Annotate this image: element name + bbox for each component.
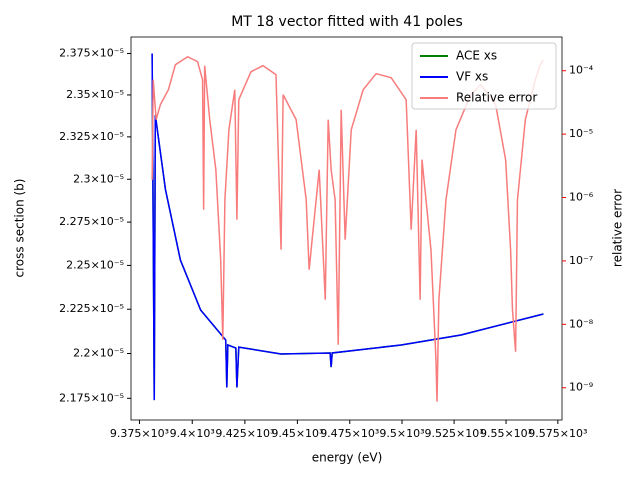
x-axis-label: energy (eV) [312,451,383,465]
x-tick-label: 9.575×10³ [528,427,587,440]
legend-label: ACE xs [456,49,497,63]
y-tick-label: 2.175×10⁻⁵ [59,391,124,404]
data-line [151,53,544,401]
y-tick-label: 2.2×10⁻⁵ [73,347,124,360]
y2-tick-label: 10⁻⁵ [569,127,593,140]
x-tick-label: 9.45×10³ [271,427,323,440]
y-tick-label: 2.25×10⁻⁵ [66,258,124,271]
legend-label: Relative error [456,91,537,105]
plot-frame [130,36,563,421]
y-tick-label: 2.325×10⁻⁵ [59,130,124,143]
y2-tick-label: 10⁻⁹ [569,381,593,394]
y-tick-label: 2.35×10⁻⁵ [66,88,124,101]
y2-axis-label: relative error [611,189,625,267]
x-tick-label: 9.425×10³ [215,427,274,440]
x-tick-label: 9.55×10³ [480,427,532,440]
y-tick-label: 2.225×10⁻⁵ [59,302,124,315]
y-tick-label: 2.375×10⁻⁵ [59,46,124,59]
y-axis-label: cross section (b) [13,179,27,278]
legend-box [411,42,557,110]
y2-tick-label: 10⁻⁸ [569,317,594,330]
x-tick-label: 9.525×10³ [425,427,484,440]
chart-title: MT 18 vector fitted with 41 poles [231,14,463,30]
y2-tick-label: 10⁻⁴ [569,64,594,77]
y2-tick-label: 10⁻⁶ [569,191,594,204]
x-tick-label: 9.375×10³ [110,427,169,440]
legend-label: VF xs [456,70,488,84]
y-tick-label: 2.3×10⁻⁵ [73,172,124,185]
y-tick-label: 2.275×10⁻⁵ [59,215,124,228]
y2-tick-label: 10⁻⁷ [569,254,593,267]
x-tick-label: 9.5×10³ [379,427,424,440]
x-tick-label: 9.475×10³ [320,427,379,440]
x-tick-label: 9.4×10³ [170,427,215,440]
